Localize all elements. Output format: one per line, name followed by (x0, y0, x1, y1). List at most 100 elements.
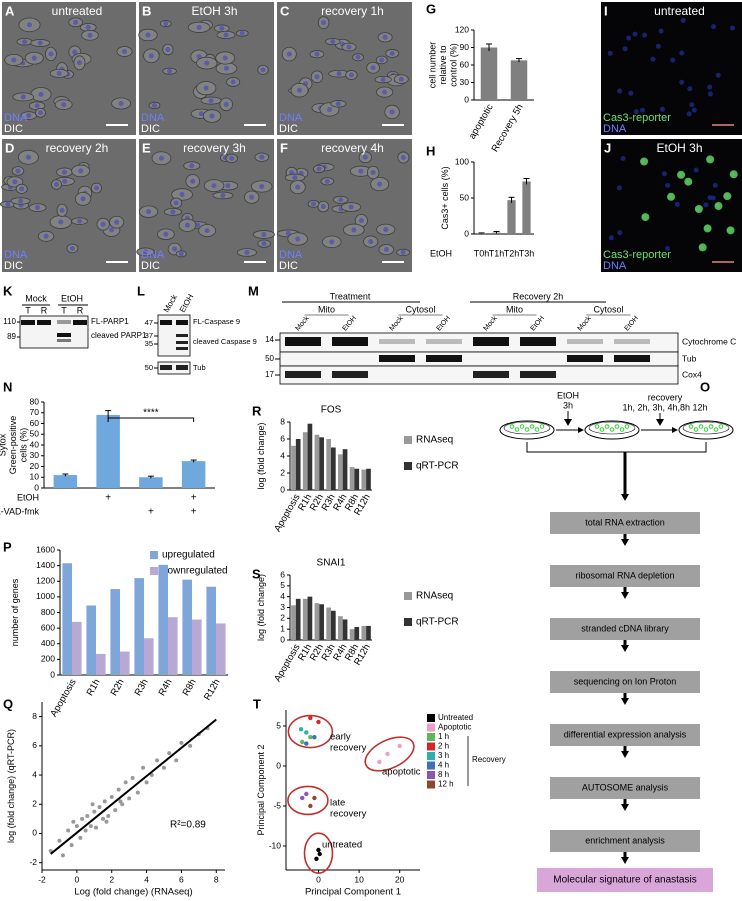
y-tick-label: 0 (32, 828, 37, 838)
nucleus (679, 50, 685, 56)
point (149, 773, 154, 778)
bar (120, 651, 130, 675)
cell (693, 427, 699, 432)
marker: 50 (265, 354, 274, 363)
fit-line (50, 718, 217, 855)
nucleus (679, 79, 685, 85)
nucleus (310, 201, 316, 207)
nucleus (295, 236, 301, 242)
point (83, 828, 88, 833)
point (308, 803, 313, 809)
point (116, 787, 121, 792)
x-tick-label: 4 (144, 874, 149, 884)
y-tick-label: -10 (269, 840, 282, 850)
nucleus (22, 39, 28, 45)
bar (96, 653, 106, 675)
nucleus (208, 98, 214, 104)
band (176, 334, 188, 337)
stain-label: DNA (4, 249, 28, 261)
point (397, 743, 402, 749)
legend-label: RNAseq (416, 591, 453, 602)
y-tick-label: 6 (32, 740, 37, 750)
reporter (706, 155, 715, 164)
nucleus (355, 54, 361, 60)
point (298, 727, 304, 732)
group-label: Treatment (330, 291, 371, 301)
nucleus (38, 91, 44, 97)
y-tick-label: 50 (30, 429, 40, 439)
band (57, 339, 71, 342)
y-tick-label: 0 (280, 484, 285, 494)
stain-label: DNA (141, 249, 165, 261)
nucleus (223, 101, 229, 107)
x-tick-label: 0 (316, 874, 321, 884)
nucleus (37, 40, 43, 46)
bar (326, 439, 331, 490)
panel-letter: S (252, 566, 261, 581)
stain-label: DIC (279, 123, 298, 135)
arrow-head (621, 645, 629, 652)
reporter (641, 213, 650, 222)
stain-label: DNA (279, 112, 303, 124)
nucleus (607, 50, 613, 56)
band (285, 371, 321, 378)
reporter (684, 177, 693, 186)
y-tick-label: 5 (280, 580, 285, 590)
cell (604, 424, 610, 429)
point (144, 780, 149, 785)
nucleus (108, 227, 114, 233)
bar (168, 617, 178, 675)
nucleus (348, 72, 354, 78)
arrow-head (564, 419, 572, 426)
marker: 35 (145, 339, 153, 348)
nucleus (380, 77, 386, 83)
bar (295, 439, 301, 490)
step-box (550, 830, 700, 852)
reporter (694, 205, 703, 214)
bar (291, 445, 296, 490)
y-tick-label: 0 (464, 228, 469, 238)
nucleus (229, 155, 235, 161)
y-tick-label: 5 (276, 720, 281, 730)
y-tick-label: 800 (41, 607, 55, 617)
nucleus (158, 155, 164, 161)
bar (182, 579, 192, 675)
y-tick-label: 1400 (36, 560, 55, 570)
nucleus (56, 70, 62, 76)
nucleus (34, 103, 40, 109)
legend-swatch (404, 618, 412, 626)
nucleus (691, 107, 697, 113)
arrow-head (621, 539, 629, 546)
stain-label: DNA (4, 112, 28, 124)
nucleus (222, 55, 228, 61)
band (473, 337, 509, 346)
y-tick-label: -5 (273, 800, 281, 810)
fraction-label: Cytosol (593, 304, 623, 314)
nucleus (382, 89, 388, 95)
nucleus (398, 76, 404, 82)
arrow-head (656, 419, 664, 426)
point (304, 791, 309, 797)
lane-label: R (41, 305, 48, 315)
lane-label: EtOH (342, 315, 358, 333)
cell (624, 424, 630, 429)
bar (139, 477, 163, 488)
bar (206, 586, 216, 675)
nucleus (689, 102, 695, 108)
group-label: EtOH (61, 293, 83, 303)
bar (480, 47, 498, 100)
panel-letter: I (604, 3, 608, 18)
nucleus (383, 226, 389, 232)
band (520, 337, 556, 346)
y-tick-label: 60 (460, 59, 470, 69)
nucleus (295, 184, 301, 190)
nucleus (239, 30, 245, 36)
lane-label: Mock (389, 315, 405, 333)
x-tick-label: T0h (474, 248, 490, 258)
nucleus (18, 198, 24, 204)
band (160, 320, 172, 325)
legend-swatch (427, 714, 435, 722)
panel-letter: K (3, 283, 13, 298)
x-tick-label: Apoptosis (48, 677, 79, 719)
y-tick-label: 4 (32, 769, 37, 779)
